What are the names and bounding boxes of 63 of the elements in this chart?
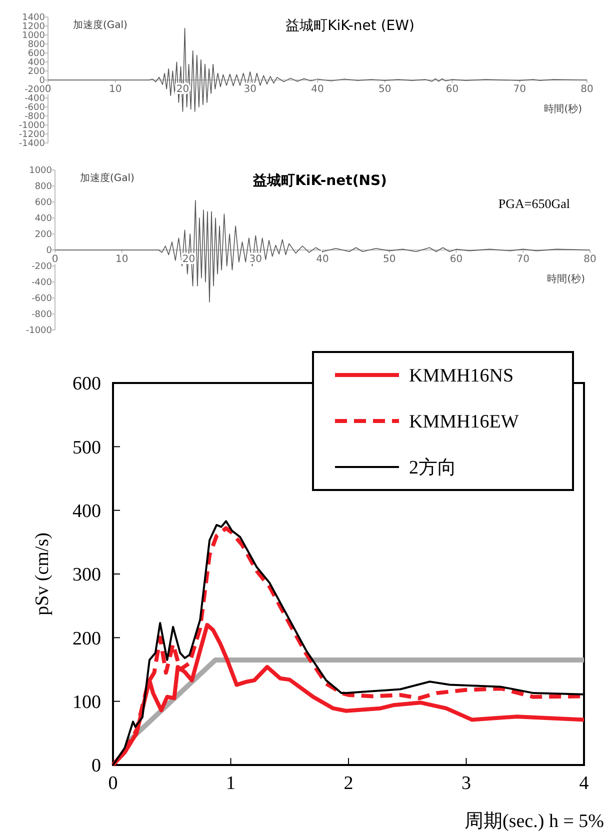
x-tick-label: 40 <box>311 84 324 95</box>
y-tick-label: 1000 <box>22 31 46 42</box>
y-tick-label: 1200 <box>22 22 46 32</box>
y-tick-label: 600 <box>28 49 46 60</box>
y-tick-label: 500 <box>72 437 101 458</box>
x-tick-label: 10 <box>116 254 128 265</box>
y-tick-label: -600 <box>24 103 46 114</box>
y-tick-label: 400 <box>34 214 52 224</box>
y-tick-label: 800 <box>34 182 52 192</box>
legend-label: 2方向 <box>409 456 456 479</box>
chart-title: 益城町KiK-net(NS) <box>252 173 387 189</box>
y-axis-title: 加速度(Gal) <box>73 19 128 31</box>
x-tick-label: 0 <box>108 773 118 794</box>
y-tick-label: -800 <box>24 112 46 122</box>
y-tick-label: -1200 <box>18 130 46 140</box>
x-tick-label: 1 <box>226 773 236 794</box>
x-tick-label: 10 <box>109 84 122 95</box>
y-tick-label: -1400 <box>18 139 46 150</box>
chart-title: 益城町KiK-net (EW) <box>286 18 414 34</box>
y-tick-label: 0 <box>39 76 46 86</box>
y-axis-title: 加速度(Gal) <box>80 172 135 184</box>
y-tick-label: -400 <box>32 278 52 288</box>
x-tick-label: 30 <box>244 84 256 95</box>
y-tick-label: -800 <box>32 310 52 320</box>
x-tick-label: 70 <box>513 84 526 95</box>
x-tick-label: 50 <box>383 254 396 265</box>
y-tick-label: -200 <box>24 85 46 96</box>
y-tick-label: 600 <box>34 198 52 208</box>
x-tick-label: 60 <box>450 254 463 265</box>
x-tick-label: 80 <box>584 254 596 265</box>
legend-label: KMMH16NS <box>409 366 514 387</box>
y-axis-title: pSv (cm/s) <box>32 532 53 616</box>
x-axis-title: 時間(秒) <box>544 103 582 115</box>
x-axis-title: 時間(秒) <box>547 273 586 285</box>
x-tick-label: 70 <box>516 254 530 265</box>
y-tick-label: 800 <box>28 40 46 50</box>
x-tick-label: 4 <box>579 773 590 794</box>
y-tick-label: 300 <box>72 564 101 586</box>
legend-label: KMMH16EW <box>409 412 519 433</box>
x-tick-label: 2 <box>344 773 354 794</box>
y-tick-label: 200 <box>34 230 52 240</box>
x-tick-label: 40 <box>316 254 329 265</box>
y-tick-label: 1400 <box>22 13 46 24</box>
annotation: PGA=650Gal <box>498 196 570 211</box>
y-tick-label: 1000 <box>29 166 52 176</box>
x-axis-title: 周期(sec.) h = 5% <box>464 811 604 832</box>
x-tick-label: 50 <box>378 84 392 95</box>
y-tick-label: 400 <box>28 58 46 68</box>
x-tick-label: 3 <box>462 773 471 794</box>
y-tick-label: -600 <box>32 294 52 304</box>
y-tick-label: -200 <box>32 262 52 272</box>
y-tick-label: 200 <box>28 67 46 78</box>
y-tick-label: -1000 <box>26 326 52 336</box>
y-tick-label: 400 <box>72 500 101 522</box>
y-tick-label: 200 <box>72 628 101 650</box>
y-tick-label: 0 <box>46 246 52 256</box>
y-tick-label: -400 <box>24 94 46 104</box>
y-tick-label: 0 <box>92 756 101 777</box>
y-tick-label: -1000 <box>18 121 46 132</box>
y-tick-label: 600 <box>72 374 101 395</box>
x-tick-label: 60 <box>446 84 459 95</box>
y-tick-label: 100 <box>72 692 101 713</box>
x-tick-label: 80 <box>580 84 594 95</box>
